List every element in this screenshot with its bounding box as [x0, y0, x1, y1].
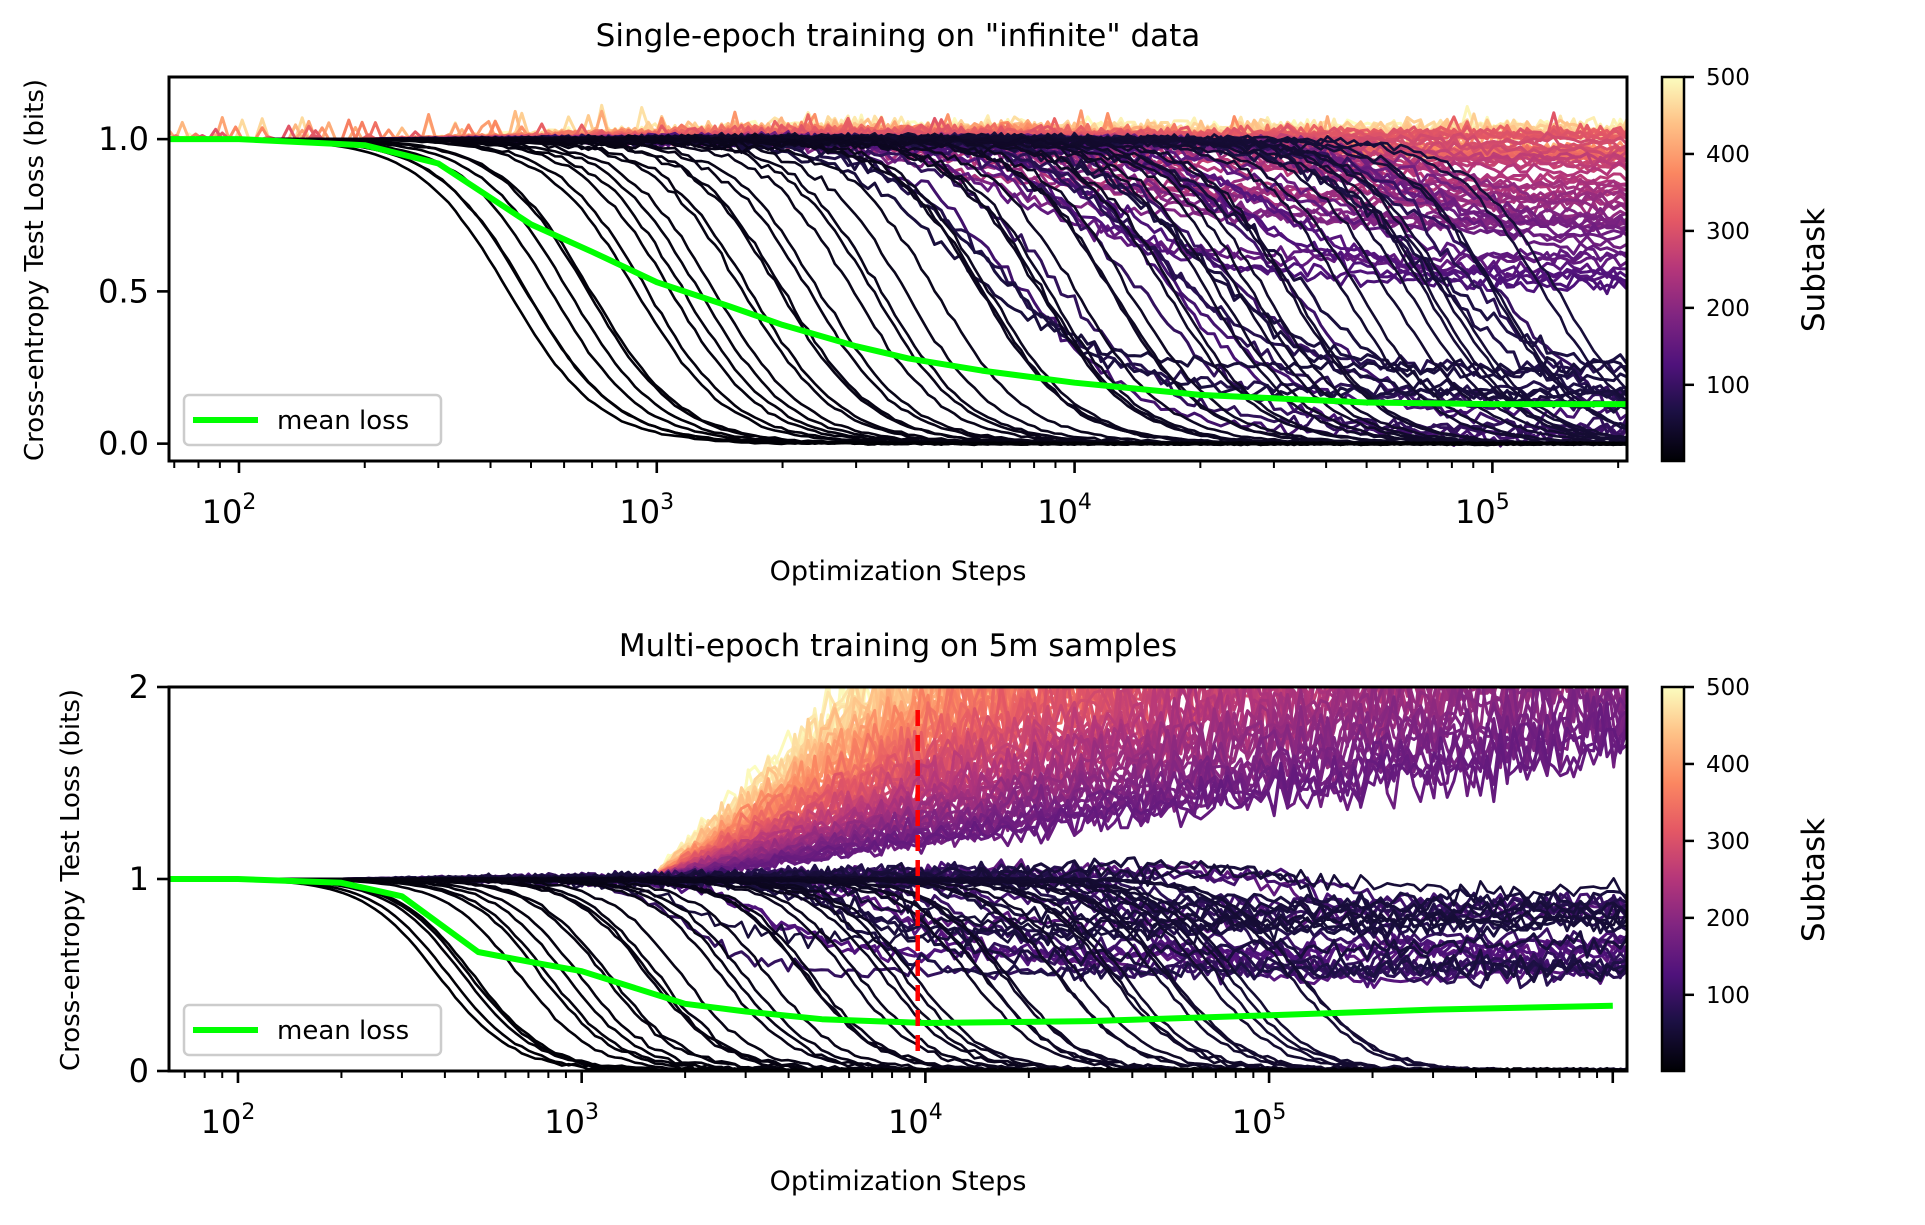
- x-tick-label: 104: [888, 1100, 943, 1141]
- subtask-curves: [169, 103, 1627, 448]
- colorbar-tick-label: 100: [1706, 373, 1750, 399]
- y-tick-label: 1.0: [98, 120, 149, 158]
- y-tick-label: 2: [129, 668, 149, 706]
- colorbar: [1660, 685, 1686, 1073]
- x-tick-label: 104: [1037, 490, 1092, 531]
- chart-title: Single-epoch training on "infinite" data: [596, 18, 1201, 54]
- y-tick-label: 0.5: [98, 272, 149, 310]
- colorbar-tick-label: 500: [1706, 65, 1750, 91]
- legend: mean loss: [182, 1003, 443, 1057]
- y-tick-label: 1: [129, 860, 149, 898]
- x-axis-label: Optimization Steps: [770, 1166, 1027, 1197]
- x-tick-label: 102: [201, 1100, 256, 1141]
- x-tick-label: 102: [202, 490, 257, 531]
- colorbar-label: Subtask: [1796, 208, 1832, 332]
- plot-area: 102 103 104 105 0 1 2 100 200 300 400 500: [129, 668, 1750, 1141]
- mean-loss-line: [169, 876, 1613, 1026]
- x-tick-label: 105: [1455, 490, 1510, 531]
- legend: mean loss: [182, 393, 443, 447]
- colorbar-tick-label: 100: [1706, 983, 1750, 1009]
- x-axis-label: Optimization Steps: [770, 556, 1027, 587]
- colorbar-tick-label: 300: [1706, 829, 1750, 855]
- subtask-curve: [169, 877, 1627, 1071]
- x-tick-label: 103: [619, 490, 674, 531]
- subtask-curve: [169, 138, 1627, 447]
- colorbar-tick-label: 200: [1706, 906, 1750, 932]
- legend-box: [182, 393, 443, 447]
- legend-box: [182, 1003, 443, 1057]
- colorbar-tick-label: 400: [1706, 752, 1750, 778]
- legend-label: mean loss: [277, 1016, 409, 1046]
- panel-single-epoch: Single-epoch training on "infinite" data…: [20, 18, 1832, 587]
- mean-loss-line: [169, 136, 1627, 408]
- y-tick-label: 0.0: [98, 425, 149, 463]
- colorbar-tick-label: 200: [1706, 296, 1750, 322]
- colorbar-tick-label: 300: [1706, 219, 1750, 245]
- x-tick-label: 103: [544, 1100, 599, 1141]
- y-tick-label: 0: [129, 1052, 149, 1090]
- legend-label: mean loss: [277, 406, 409, 436]
- colorbar-tick-label: 500: [1706, 675, 1750, 701]
- colorbar: [1660, 75, 1686, 463]
- colorbar-tick-label: 400: [1706, 142, 1750, 168]
- y-axis-label: Cross-entropy Test Loss (bits): [56, 689, 86, 1071]
- panel-multi-epoch: Multi-epoch training on 5m samples 102 10…: [56, 628, 1832, 1197]
- subtask-curve: [169, 877, 1627, 1071]
- plot-area: 102 103 104 105 0.0 0.5 1.0 100 200 300 400 500: [98, 65, 1750, 531]
- colorbar-label: Subtask: [1796, 818, 1832, 942]
- axes-frame: [167, 75, 1629, 463]
- subtask-curve: [169, 877, 1627, 1071]
- y-axis-label: Cross-entropy Test Loss (bits): [20, 79, 50, 461]
- chart-title: Multi-epoch training on 5m samples: [619, 628, 1177, 664]
- x-tick-label: 105: [1232, 1100, 1287, 1141]
